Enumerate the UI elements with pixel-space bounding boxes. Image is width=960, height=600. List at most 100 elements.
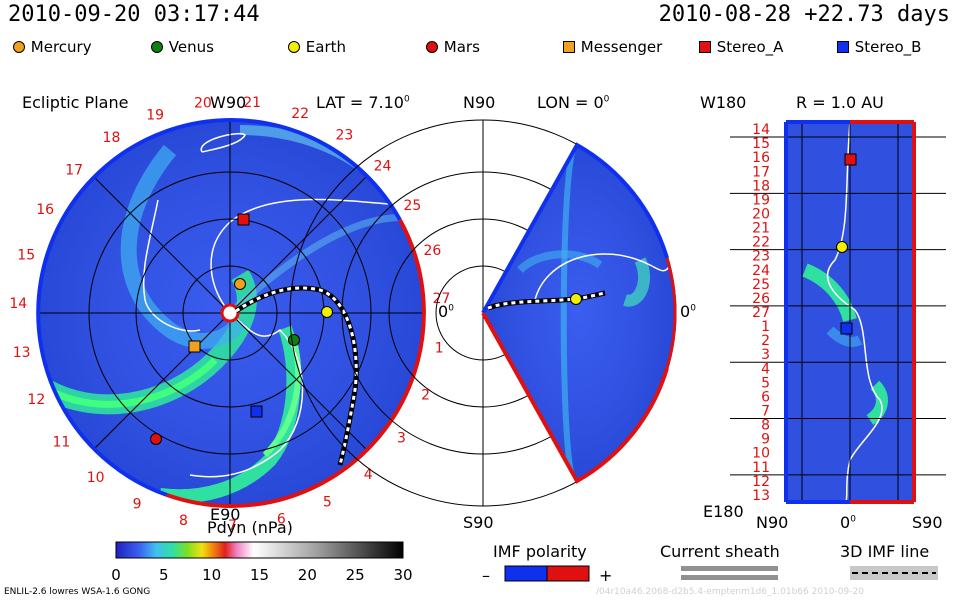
carrington-number: 23: [336, 128, 354, 144]
colorbar-tick-label: 0: [111, 566, 121, 584]
synoptic-earth-marker: [836, 241, 848, 253]
synoptic-y-label: 25: [752, 277, 770, 293]
carrington-number: 4: [364, 467, 373, 483]
ecliptic-title: Ecliptic Plane: [22, 93, 129, 112]
carrington-number: 12: [27, 392, 45, 408]
meridional-s90-label: S90: [463, 513, 494, 532]
legend-messenger: Messenger: [562, 38, 662, 56]
carrington-number: 1: [435, 340, 444, 356]
sheath-line-2: [681, 575, 778, 580]
current-sheath-title: Current sheath: [660, 542, 780, 561]
synoptic-y-labels: 1415161718192021222324252627123456789101…: [752, 122, 770, 504]
carrington-number: 25: [403, 198, 421, 214]
carrington-number: 21: [243, 95, 261, 111]
legend-label: Mercury: [30, 38, 92, 56]
legend-stereo-a: Stereo_A: [698, 38, 783, 56]
legend-stereo-b: Stereo_B: [836, 38, 921, 56]
legend-mars: Mars: [425, 38, 480, 56]
colorbar-tick-label: 25: [346, 566, 365, 584]
meridional-zero-label: 00: [680, 302, 696, 321]
carrington-number: 17: [65, 162, 83, 178]
carrington-number: 22: [291, 106, 309, 122]
watermark: /04r10a46.2068-d2b5.4-emptenm1d6_1.01b66…: [596, 587, 864, 597]
carrington-number: 19: [146, 108, 164, 124]
carrington-number: 11: [53, 435, 71, 451]
synoptic-w180-label: W180: [700, 93, 747, 112]
synoptic-y-label: 19: [752, 192, 770, 208]
earth-marker: [321, 306, 333, 318]
carrington-number: 8: [179, 513, 188, 529]
synoptic-y-label: 24: [752, 263, 770, 279]
synoptic-y-label: 15: [752, 136, 770, 152]
carrington-number: 15: [17, 248, 35, 264]
legend-label: Mars: [443, 38, 480, 56]
legend-label: Stereo_B: [854, 38, 922, 56]
meridional-panel: [289, 119, 677, 507]
messenger-marker: [188, 340, 201, 353]
model-info: ENLIL-2.6 lowres WSA-1.6 GONG: [4, 587, 151, 597]
synoptic-y-label: 26: [752, 291, 770, 307]
mercury-marker: [234, 278, 246, 290]
carrington-number: 13: [13, 345, 31, 361]
meridional-earth-marker: [570, 293, 582, 305]
carrington-number: 18: [103, 130, 121, 146]
colorbar-ticks: 0 5 10 15 20 25 30: [111, 566, 412, 584]
ecliptic-zero-label: 00: [438, 302, 454, 321]
stereo-b-marker: [250, 405, 263, 418]
carrington-number: 7: [228, 518, 237, 534]
imf-minus-label: –: [482, 566, 490, 585]
model-datetime: 2010-09-20 03:17:44: [8, 2, 260, 27]
stereo-a-marker: [237, 213, 250, 226]
synoptic-y-label: 21: [752, 221, 770, 237]
carrington-number: 20: [194, 96, 212, 112]
synoptic-y-label: 5: [761, 375, 770, 391]
imf-line-title: 3D IMF line: [840, 542, 930, 561]
meridional-n90-label: N90: [463, 93, 496, 112]
synoptic-panel: 1415161718192021222324252627123456789101…: [730, 120, 946, 504]
synoptic-y-label: 9: [761, 432, 770, 448]
ecliptic-lat-label: LAT = 7.100: [316, 93, 410, 112]
synoptic-title: R = 1.0 AU: [796, 93, 884, 112]
carrington-number: 6: [277, 512, 286, 528]
carrington-number: 24: [374, 159, 392, 175]
colorbar-tick-label: 5: [159, 566, 169, 584]
ecliptic-w90-label: W90: [210, 93, 247, 112]
synoptic-y-label: 10: [752, 446, 770, 462]
synoptic-y-label: 13: [752, 488, 770, 504]
mars-marker: [150, 433, 162, 445]
legend-label: Messenger: [580, 38, 663, 56]
carrington-number: 5: [323, 494, 332, 510]
legend-label: Earth: [305, 38, 347, 56]
synoptic-stereo-b-marker: [840, 322, 853, 335]
synoptic-y-label: 20: [752, 206, 770, 222]
synoptic-y-label: 27: [752, 305, 770, 321]
colorbar: [115, 541, 404, 559]
colorbar-tick-label: 10: [202, 566, 221, 584]
sun-marker: [220, 303, 240, 323]
synoptic-zero-label: 00: [840, 513, 856, 532]
synoptic-y-label: 1: [761, 319, 770, 335]
carrington-number: 26: [423, 243, 441, 259]
synoptic-y-label: 4: [761, 361, 770, 377]
synoptic-y-label: 16: [752, 150, 770, 166]
synoptic-y-label: 8: [761, 418, 770, 434]
imf-polarity-title: IMF polarity: [493, 542, 587, 561]
synoptic-y-label: 6: [761, 389, 770, 405]
colorbar-tick-label: 15: [250, 566, 269, 584]
synoptic-y-label: 3: [761, 347, 770, 363]
venus-marker: [288, 334, 300, 346]
meridional-lon-label: LON = 00: [537, 93, 610, 112]
carrington-number: 14: [9, 296, 27, 312]
legend-label: Venus: [168, 38, 214, 56]
carrington-number: 10: [87, 470, 105, 486]
carrington-number: 27: [433, 291, 451, 307]
legend-label: Stereo_A: [716, 38, 784, 56]
colorbar-tick-label: 30: [393, 566, 412, 584]
legend-mercury: Mercury: [12, 38, 92, 56]
synoptic-y-label: 23: [752, 249, 770, 265]
synoptic-grid: [730, 122, 946, 502]
sheath-line-1: [681, 566, 778, 571]
synoptic-y-label: 2: [761, 333, 770, 349]
